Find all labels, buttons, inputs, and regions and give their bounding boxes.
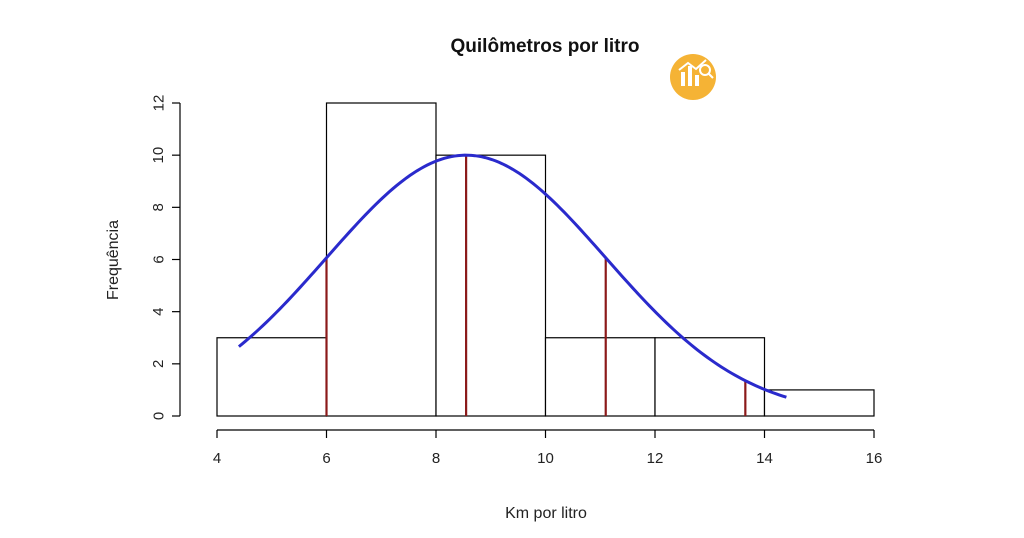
x-tick-label: 8 — [432, 450, 440, 467]
x-axis-label: Km por litro — [505, 505, 587, 522]
histogram-bar-2 — [325, 102, 437, 417]
x-tick-label: 10 — [537, 450, 554, 467]
histogram-bar-6 — [763, 389, 875, 417]
histogram-bar-3 — [435, 154, 547, 417]
x-tick-label: 6 — [322, 450, 330, 467]
y-axis: 0 2 4 6 8 10 12 — [150, 95, 181, 420]
histogram-bar-1 — [216, 337, 328, 417]
density-curve — [237, 153, 787, 399]
y-axis-label: Frequência — [105, 220, 122, 300]
y-tick-label: 10 — [150, 147, 167, 164]
y-tick-label: 2 — [150, 360, 167, 368]
x-tick-label: 14 — [756, 450, 773, 467]
x-tick-label: 12 — [647, 450, 664, 467]
histogram-bar-4 — [544, 337, 656, 417]
y-tick-label: 0 — [150, 412, 167, 420]
x-axis: 4 6 8 10 12 14 16 — [213, 429, 883, 467]
reference-lines — [325, 155, 747, 416]
y-tick-label: 12 — [150, 95, 167, 112]
y-tick-label: 6 — [150, 255, 167, 263]
x-tick-label: 4 — [213, 450, 221, 467]
y-tick-label: 8 — [150, 203, 167, 211]
x-tick-label: 16 — [866, 450, 883, 467]
y-tick-label: 4 — [150, 307, 167, 315]
histogram-bar-5 — [654, 337, 766, 417]
chart-title: Quilômetros por litro — [451, 36, 640, 57]
chart-analytics-icon — [670, 54, 716, 100]
histogram-bars — [216, 102, 875, 417]
